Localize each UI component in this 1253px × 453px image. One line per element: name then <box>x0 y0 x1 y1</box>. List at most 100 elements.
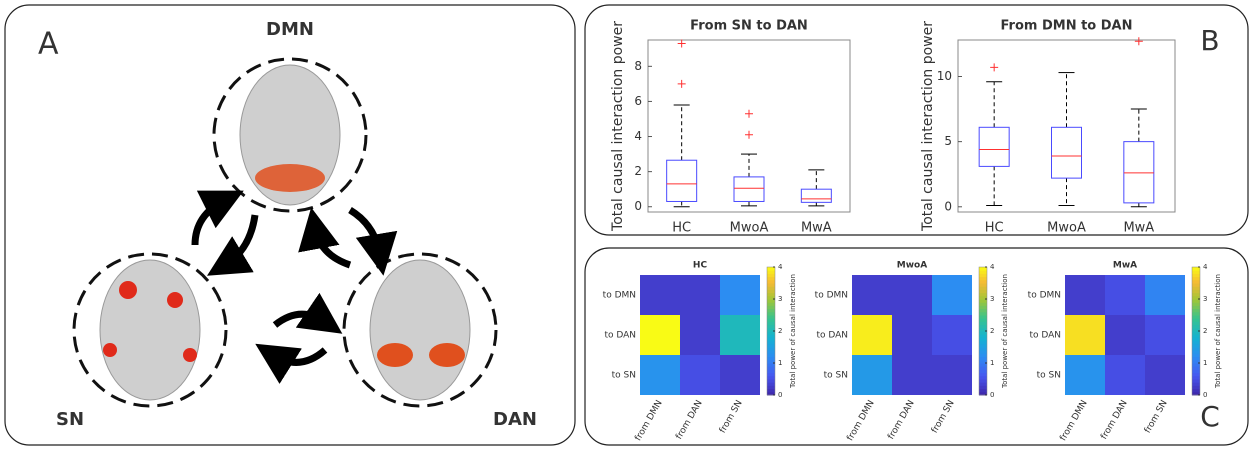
colorbar-tick-label: 1 <box>778 359 782 367</box>
colorbar-step <box>767 315 775 319</box>
colorbar-step <box>979 357 987 361</box>
colorbar-step <box>767 299 775 303</box>
colorbar-step <box>1192 283 1200 287</box>
y-tick-label: 0 <box>944 199 952 213</box>
y-axis-label: Total causal interaction power <box>610 21 626 232</box>
colorbar-step <box>1192 344 1200 348</box>
chart-title: From SN to DAN <box>690 19 808 34</box>
y-tick-label: 0 <box>634 199 642 213</box>
heat-cell <box>720 355 760 395</box>
colorbar-step <box>1192 312 1200 316</box>
colorbar-tick-label: 4 <box>990 263 995 271</box>
colorbar-step <box>979 341 987 345</box>
colorbar-step <box>979 353 987 357</box>
page: {"diagram": {"label": "A", "nodes": ["DM… <box>0 0 1253 449</box>
y-tick-label: 10 <box>937 69 952 83</box>
chart-title: From DMN to DAN <box>1001 19 1133 34</box>
colorbar-step <box>979 293 987 297</box>
activation <box>103 343 117 357</box>
y-tick-label: 5 <box>944 134 952 148</box>
heat-cell <box>1065 355 1105 395</box>
colorbar-step <box>767 373 775 377</box>
colorbar-step <box>767 270 775 274</box>
colorbar-step <box>1192 369 1200 373</box>
colorbar-step <box>767 366 775 370</box>
colorbar-step <box>979 331 987 335</box>
colorbar-step <box>1192 270 1200 274</box>
colorbar-step <box>1192 334 1200 338</box>
colorbar-step <box>979 382 987 386</box>
heat-cell <box>1145 275 1185 315</box>
colorbar-step <box>979 373 987 377</box>
node-label: DMN <box>266 19 314 40</box>
colorbar-step <box>979 347 987 351</box>
colorbar-step <box>979 389 987 393</box>
activation <box>183 348 197 362</box>
colorbar-step <box>979 302 987 306</box>
colorbar-label: Total power of causal interaction <box>1001 274 1009 389</box>
colorbar-tick-label: 1 <box>1203 359 1207 367</box>
colorbar-step <box>979 312 987 316</box>
colorbar-step <box>767 318 775 322</box>
colorbar-step <box>1192 379 1200 383</box>
x-tick-label: HC <box>985 221 1004 236</box>
colorbar-step <box>1192 318 1200 322</box>
colorbar-tick-label: 3 <box>1203 295 1207 303</box>
panel-label: A <box>38 27 59 62</box>
heat-cell <box>892 355 932 395</box>
colorbar-step <box>1192 337 1200 341</box>
colorbar-step <box>767 337 775 341</box>
heat-cell <box>640 315 680 355</box>
colorbar-step <box>979 344 987 348</box>
chart-title: MwoA <box>897 261 927 271</box>
colorbar-step <box>979 270 987 274</box>
colorbar-step <box>979 350 987 354</box>
colorbar-step <box>767 334 775 338</box>
colorbar-tick-label: 4 <box>1203 263 1208 271</box>
colorbar-step <box>1192 286 1200 290</box>
colorbar-tick-label: 2 <box>990 327 994 335</box>
colorbar-step <box>1192 366 1200 370</box>
brain <box>100 260 200 400</box>
colorbar-step <box>1192 273 1200 277</box>
row-label: to SN <box>824 371 848 381</box>
row-label: to DAN <box>1029 331 1061 341</box>
y-axis-label: Total causal interaction power <box>920 21 936 232</box>
colorbar-step <box>979 273 987 277</box>
colorbar-step <box>979 289 987 293</box>
colorbar-step <box>979 283 987 287</box>
colorbar-step <box>767 283 775 287</box>
heat-cell <box>932 315 972 355</box>
heat-cell <box>1105 355 1145 395</box>
heat-cell <box>892 315 932 355</box>
colorbar-step <box>979 305 987 309</box>
colorbar-label: Total power of causal interaction <box>1214 274 1222 389</box>
heat-cell <box>892 275 932 315</box>
colorbar-step <box>1192 321 1200 325</box>
colorbar-step <box>767 280 775 284</box>
colorbar-step <box>1192 277 1200 281</box>
colorbar-step <box>1192 363 1200 367</box>
colorbar-step <box>979 325 987 329</box>
colorbar-step <box>979 277 987 281</box>
colorbar-step <box>767 357 775 361</box>
colorbar-step <box>1192 350 1200 354</box>
heat-cell <box>852 275 892 315</box>
colorbar-step <box>767 312 775 316</box>
colorbar-step <box>1192 373 1200 377</box>
colorbar-tick-label: 3 <box>778 295 782 303</box>
colorbar-step <box>767 385 775 389</box>
colorbar-tick-label: 0 <box>778 391 782 399</box>
colorbar-step <box>979 315 987 319</box>
x-tick-label: MwA <box>801 221 832 236</box>
heat-cell <box>1065 275 1105 315</box>
colorbar-step <box>767 302 775 306</box>
heat-cell <box>932 275 972 315</box>
colorbar-step <box>1192 325 1200 329</box>
x-tick-label: MwoA <box>730 221 769 236</box>
colorbar-step <box>767 353 775 357</box>
colorbar-tick-label: 4 <box>778 263 783 271</box>
colorbar-step <box>979 280 987 284</box>
colorbar-step <box>1192 385 1200 389</box>
activation <box>377 343 413 367</box>
